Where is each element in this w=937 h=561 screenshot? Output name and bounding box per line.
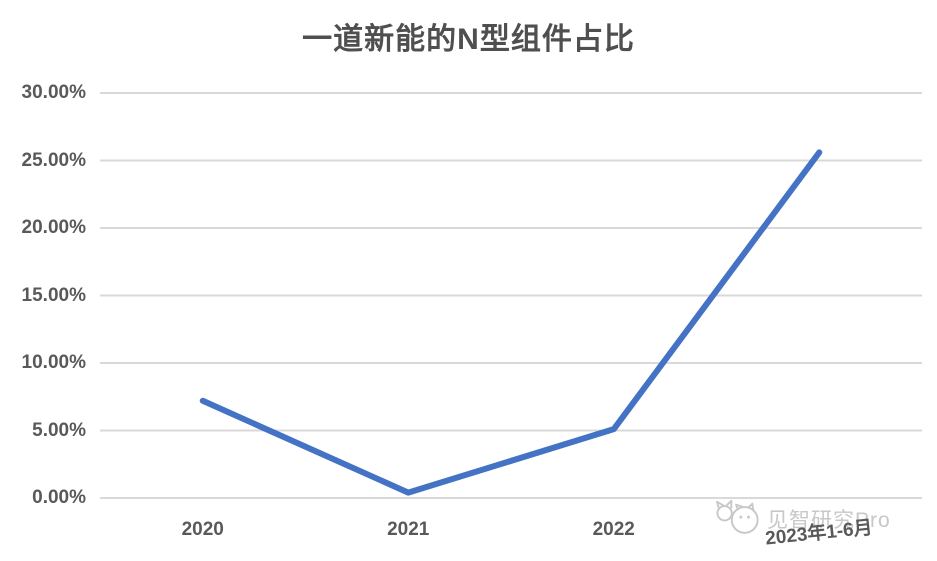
y-axis-label: 5.00% bbox=[32, 419, 86, 441]
y-axis-label: 30.00% bbox=[21, 82, 86, 103]
y-axis-label: 10.00% bbox=[21, 352, 86, 373]
x-axis-label: 2020 bbox=[181, 519, 224, 540]
mascot-face-icon bbox=[716, 499, 759, 534]
y-axis-label: 0.00% bbox=[32, 487, 86, 508]
x-axis-label: 2022 bbox=[592, 519, 635, 540]
data-series-line bbox=[199, 149, 823, 496]
watermark: 见智研究Pro bbox=[712, 497, 891, 541]
y-axis-label: 25.00% bbox=[21, 149, 86, 171]
x-axis-label: 2021 bbox=[387, 519, 430, 540]
chart-title: 一道新能的N型组件占比 bbox=[302, 23, 635, 56]
y-axis-label: 15.00% bbox=[21, 284, 86, 306]
y-axis-label: 20.00% bbox=[21, 217, 86, 238]
watermark-text: 见智研究Pro bbox=[767, 509, 891, 532]
